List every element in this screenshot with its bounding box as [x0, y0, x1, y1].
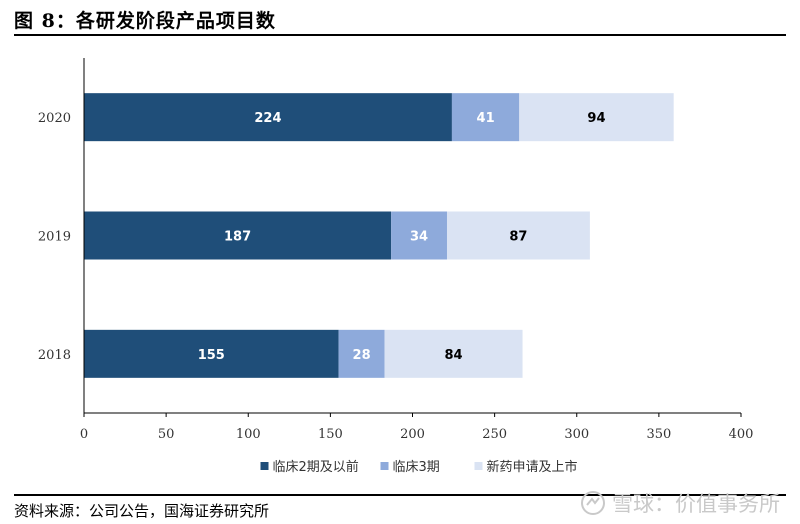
bottom-rule: [14, 494, 786, 496]
stacked-bar-chart: 224 41 94 187 34 87 155 28 84 2020 2019 2018 0 50 100…: [38, 58, 754, 475]
data-label-2020-series-2: 94: [587, 111, 605, 126]
top-rule: [14, 34, 786, 36]
snowball-logo-icon: [581, 491, 605, 515]
legend-swatch-2: [474, 462, 483, 470]
x-tick-label-200: 200: [400, 427, 425, 442]
x-tick-label-350: 350: [646, 427, 671, 442]
bar-2019-series-1: [391, 211, 447, 260]
data-label-2020-series-0: 224: [254, 111, 281, 126]
x-tick-label-150: 150: [318, 427, 343, 442]
data-label-2019-series-0: 187: [224, 230, 251, 245]
category-label-2019: 2019: [38, 230, 71, 245]
bars-layer: 224 41 94 187 34 87 155 28 84: [84, 93, 674, 378]
legend-label-0: 临床2期及以前: [273, 459, 359, 475]
bar-2020-series-1: [451, 93, 520, 142]
bar-2020-series-0: [84, 93, 452, 142]
category-label-2018: 2018: [38, 348, 71, 363]
legend-swatch-0: [260, 462, 269, 470]
bar-2018-series-1: [338, 329, 385, 378]
bar-2020-series-2: [519, 93, 674, 142]
legend-swatch-1: [380, 462, 389, 470]
x-tick-label-0: 0: [80, 427, 88, 442]
source-note: 资料来源：公司公告，国海证券研究所: [14, 502, 270, 520]
bar-2018-series-0: [84, 329, 339, 378]
bar-2019-series-0: [84, 211, 392, 260]
x-tick-label-400: 400: [729, 427, 754, 442]
data-label-2019-series-1: 34: [410, 230, 428, 245]
x-tick-label-50: 50: [158, 427, 175, 442]
x-tick-label-100: 100: [236, 427, 261, 442]
watermark-text: 雪球：价值事务所: [612, 492, 780, 516]
data-label-2018-series-1: 28: [353, 348, 371, 363]
data-label-2019-series-2: 87: [509, 230, 527, 245]
x-tick-label-300: 300: [564, 427, 589, 442]
data-label-2018-series-0: 155: [198, 348, 225, 363]
figure-title: 图 8：各研发阶段产品项目数: [14, 10, 276, 32]
bar-2019-series-2: [446, 211, 590, 260]
data-label-2020-series-1: 41: [477, 111, 495, 126]
x-tick-label-250: 250: [482, 427, 507, 442]
category-label-2020: 2020: [38, 111, 71, 126]
legend: 临床2期及以前 临床3期 新药申请及上市: [260, 459, 578, 475]
watermark: 雪球：价值事务所: [580, 488, 780, 518]
legend-label-1: 临床3期: [393, 460, 440, 475]
legend-label-2: 新药申请及上市: [487, 459, 578, 475]
bar-2018-series-2: [384, 329, 523, 378]
axes-layer: 2020 2019 2018 0 50 100 150 200 250 300 350 400: [38, 58, 754, 442]
data-label-2018-series-2: 84: [445, 348, 463, 363]
